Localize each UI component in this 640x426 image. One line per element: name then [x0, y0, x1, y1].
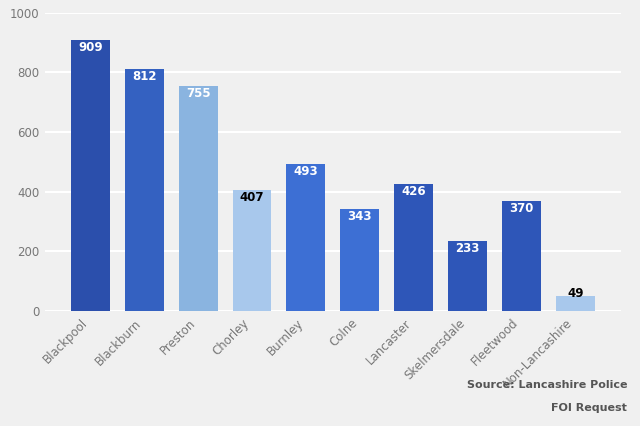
Text: Source: Lancashire Police: Source: Lancashire Police — [467, 380, 627, 390]
Text: 407: 407 — [240, 190, 264, 204]
Bar — [556, 296, 595, 311]
Bar — [125, 69, 164, 311]
Bar — [71, 40, 110, 311]
Text: 343: 343 — [348, 210, 372, 223]
Bar — [394, 184, 433, 311]
Bar — [287, 164, 325, 311]
Text: 909: 909 — [78, 41, 102, 54]
Bar — [340, 209, 379, 311]
Text: 49: 49 — [567, 288, 584, 300]
Bar — [502, 201, 541, 311]
Text: FOI Request: FOI Request — [551, 403, 627, 413]
Bar — [179, 86, 218, 311]
Text: 755: 755 — [186, 87, 211, 100]
Text: 426: 426 — [401, 185, 426, 198]
Text: 233: 233 — [455, 242, 479, 256]
Text: 812: 812 — [132, 70, 157, 83]
Text: 370: 370 — [509, 201, 534, 215]
Bar — [448, 242, 487, 311]
Bar — [232, 190, 271, 311]
Text: 493: 493 — [294, 165, 318, 178]
